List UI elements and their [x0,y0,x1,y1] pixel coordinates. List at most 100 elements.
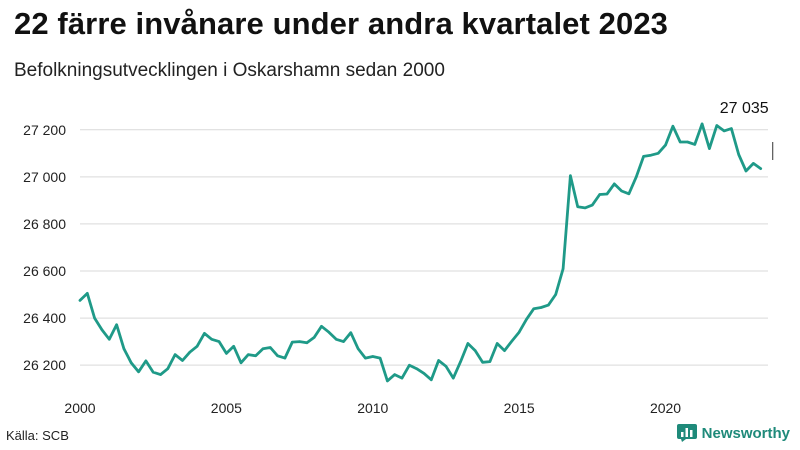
data-point [151,371,155,374]
annotation: 27 035 [720,100,774,160]
data-point [481,361,484,364]
data-point [313,336,316,339]
data-point [269,346,272,349]
y-tick-label: 27 200 [23,122,66,138]
y-tick-label: 26 400 [23,310,66,326]
x-tick-label: 2020 [650,400,681,416]
data-point [144,359,148,363]
newsworthy-chart-icon [676,424,697,442]
gridlines [80,129,768,366]
data-point [466,342,470,345]
data-point [569,174,572,177]
data-point [137,370,140,373]
data-point [752,162,755,165]
y-tick-label: 26 600 [23,263,66,279]
data-point [642,155,645,158]
data-point [422,372,426,375]
x-tick-label: 2010 [357,400,388,416]
data-point [730,127,733,130]
data-point [188,351,191,354]
data-point [539,306,543,309]
data-point [576,205,579,208]
chart-subtitle: Befolkningsutvecklingen i Oskarshamn sed… [14,60,445,81]
data-point [517,331,521,334]
chart-title: 22 färre invånare under andra kvartalet … [14,6,669,41]
data-point [627,192,631,195]
data-point [86,292,89,295]
data-point [613,182,616,186]
data-point [591,203,594,207]
data-point [437,359,440,362]
x-tick-label: 2015 [504,400,535,416]
y-tick-label: 27 000 [23,169,66,185]
data-point [305,341,309,345]
data-point [444,365,448,368]
data-point [195,345,199,348]
data-point [525,318,528,321]
data-point [759,167,762,170]
data-point [649,153,653,157]
data-point [247,353,250,356]
data-point [320,325,323,328]
data-point [122,347,126,350]
data-point [276,354,279,357]
data-point [715,124,718,127]
data-point [78,299,82,302]
data-point [430,378,433,381]
x-tick-label: 2005 [211,400,242,416]
data-point [561,267,565,270]
data-point [327,331,331,334]
data-point [495,342,499,345]
y-axis-ticks: 26 200 26 400 26 600 26 800 27 000 27 200 [23,122,66,373]
data-point [400,376,404,380]
data-point [378,356,382,360]
source-note: Källa: SCB [6,428,69,443]
data-point [657,152,660,155]
data-point [474,349,477,352]
data-point [693,143,697,146]
data-point [225,352,228,355]
data-point [115,323,118,326]
annotation-label: 27 035 [720,100,769,117]
data-point [744,169,748,173]
data-point [371,355,374,358]
data-point [210,338,213,341]
data-point [217,340,221,343]
data-point [291,340,294,344]
data-point [393,373,396,376]
y-tick-label: 26 200 [23,357,66,373]
data-point [671,125,675,128]
data-point [532,307,535,310]
data-point [583,206,587,210]
data-point [93,316,96,320]
data-point [510,339,514,343]
data-point [686,140,689,144]
x-tick-label: 2000 [64,400,95,416]
data-point [598,193,601,196]
data-point [488,360,492,363]
data-point [664,143,667,147]
data-point [620,189,623,193]
brand-name: Newsworthy [701,424,790,442]
data-point [605,192,609,196]
data-point [239,361,243,365]
data-point [130,361,133,365]
data-point [173,353,177,356]
data-point [364,356,367,360]
x-axis-ticks: 2000 2005 2010 2015 2020 [64,400,681,416]
data-point [554,293,557,296]
data-point [203,332,206,335]
data-point [356,347,360,350]
data-point [166,367,170,370]
data-point [452,376,455,380]
data-point [635,175,638,179]
data-point [254,354,257,357]
brand-logo: Newsworthy [676,424,790,442]
data-point [386,379,389,383]
data-point [415,367,418,370]
data-point [261,347,265,350]
data-point [708,147,711,150]
data-point [678,140,682,144]
data-point [334,338,338,341]
